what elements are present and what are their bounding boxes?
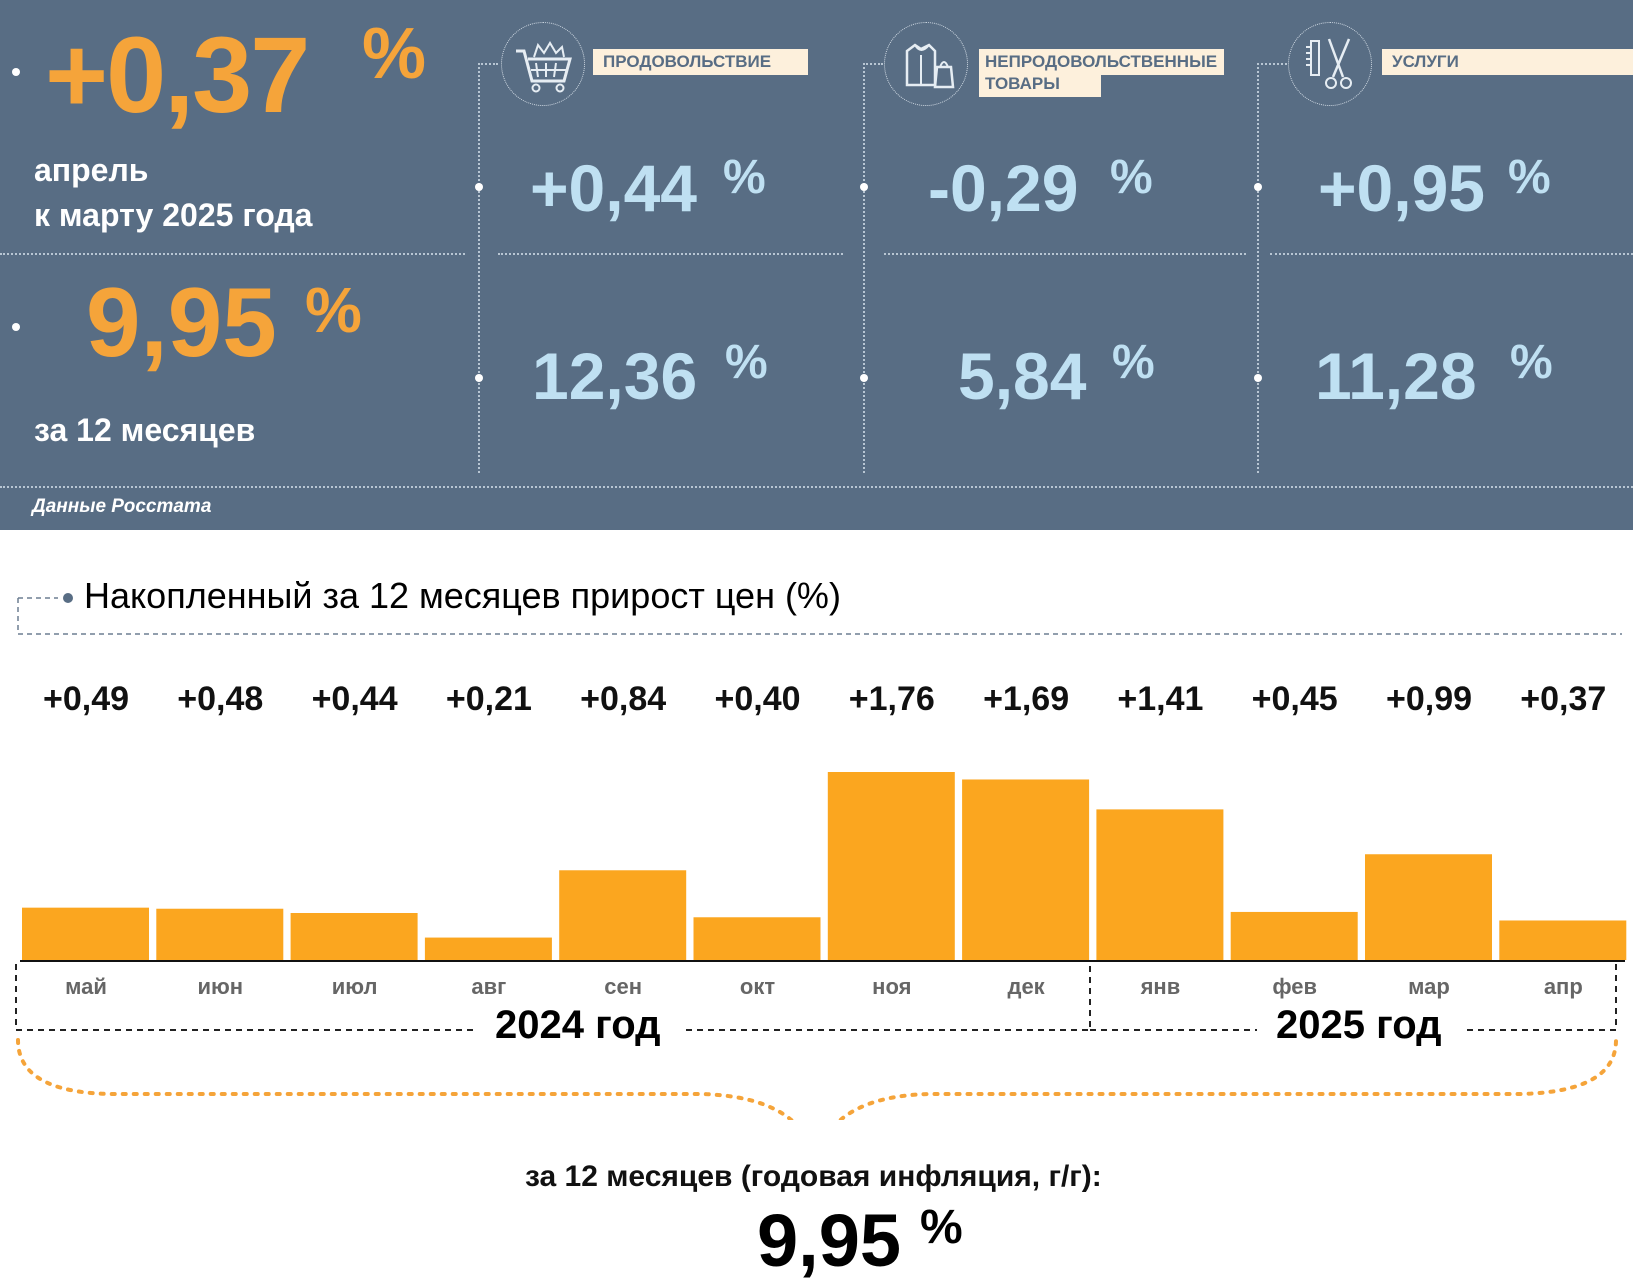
chart-title-connector — [17, 593, 1622, 635]
services-annual-value: 11,28 — [1315, 339, 1477, 413]
pct-sign: % — [1110, 151, 1153, 204]
pct-sign: % — [1508, 151, 1551, 204]
chart-title: Накопленный за 12 месяцев прирост цен (%… — [84, 575, 841, 616]
row-divider — [0, 253, 465, 255]
month-label: май — [65, 974, 107, 999]
year-brackets — [15, 964, 1618, 1120]
value-label: +0,40 — [714, 680, 801, 718]
bar-chart — [20, 772, 1627, 962]
month-label: окт — [739, 974, 776, 999]
month-label: авг — [471, 974, 507, 999]
connector-dot — [860, 183, 868, 191]
month-label: апр — [1543, 974, 1583, 999]
scissors-comb-icon — [1288, 22, 1372, 106]
nonfood-annual-value: 5,84 — [958, 339, 1087, 413]
pct-sign: % — [1112, 336, 1155, 389]
value-label: +0,37 — [1520, 680, 1607, 718]
footer-value: 9,95 — [757, 1199, 902, 1282]
connector-dot — [1254, 374, 1262, 382]
month-label: мар — [1408, 974, 1450, 999]
services-monthly-value: +0,95 — [1318, 151, 1485, 225]
monthly-caption-line2: к марту 2025 года — [34, 197, 313, 233]
month-label: фев — [1272, 974, 1318, 999]
connector-line — [478, 63, 498, 65]
pct-sign: % — [725, 336, 768, 389]
row-divider — [1270, 253, 1633, 255]
value-label: +1,69 — [983, 680, 1070, 718]
footer-pct-sign: % — [920, 1201, 963, 1254]
month-label: сен — [604, 974, 643, 999]
monthly-caption-line1: апрель — [34, 152, 149, 188]
value-label: +0,84 — [580, 680, 667, 718]
category-label-nonfood: НЕПРОДОВОЛЬСТВЕННЫЕ ТОВАРЫ — [979, 49, 1224, 97]
row-divider — [498, 253, 843, 255]
bar-янв — [1096, 809, 1224, 960]
connector-dot — [860, 374, 868, 382]
category-label-text: НЕПРОДОВОЛЬСТВЕННЫЕ — [979, 49, 1224, 75]
food-monthly-value: +0,44 — [530, 151, 697, 225]
connector-dot — [12, 323, 20, 331]
value-label: +0,48 — [177, 680, 264, 718]
pct-sign: % — [723, 151, 766, 204]
connector-dot — [1254, 183, 1262, 191]
column-divider — [478, 63, 480, 473]
row-divider — [884, 253, 1246, 255]
column-divider — [863, 63, 865, 473]
column-divider — [1257, 63, 1259, 473]
connector-dot — [475, 183, 483, 191]
value-label: +1,76 — [848, 680, 935, 718]
value-label: +0,99 — [1385, 680, 1473, 718]
pct-sign: % — [1510, 336, 1553, 389]
category-label-text: ПРОДОВОЛЬСТВИЕ — [603, 52, 772, 71]
bar-дек — [962, 779, 1090, 960]
bar-июн — [156, 908, 284, 960]
connector-dot — [475, 374, 483, 382]
month-label: янв — [1140, 974, 1181, 999]
category-label-text: УСЛУГИ — [1392, 52, 1459, 71]
annual-value: 9,95 — [86, 267, 277, 377]
annual-pct-sign: % — [305, 274, 362, 346]
bar-окт — [693, 917, 821, 960]
category-label-services: УСЛУГИ — [1382, 49, 1633, 75]
data-source: Данные Росстата — [32, 496, 212, 517]
year-label-2024: 2024 год — [495, 1003, 661, 1047]
bar-авг — [424, 937, 552, 960]
category-label-food: ПРОДОВОЛЬСТВИЕ — [593, 49, 808, 75]
connector-dot — [12, 68, 20, 76]
food-annual-value: 12,36 — [532, 339, 698, 413]
summary-panel: +0,37 % апрель к марту 2025 года 9,95 % … — [0, 0, 1633, 530]
value-label: +0,45 — [1251, 680, 1338, 718]
monthly-pct-sign: % — [362, 14, 427, 94]
clothes-bag-icon — [884, 22, 968, 106]
bar-сен — [559, 870, 687, 960]
month-label: ноя — [872, 974, 912, 999]
month-label: дек — [1007, 974, 1045, 999]
bar-июл — [290, 913, 418, 960]
nonfood-monthly-value: -0,29 — [928, 151, 1079, 225]
footer-caption: за 12 месяцев (годовая инфляция, г/г): — [525, 1160, 1102, 1193]
year-label-2025: 2025 год — [1276, 1003, 1442, 1047]
connector-line — [1257, 63, 1287, 65]
shopping-cart-icon — [501, 22, 585, 106]
value-label: +1,41 — [1117, 680, 1204, 718]
connector-line — [863, 63, 883, 65]
category-label-text: ТОВАРЫ — [979, 75, 1101, 97]
bar-май — [22, 907, 149, 960]
monthly-value: +0,37 — [45, 14, 310, 135]
bar-фев — [1230, 911, 1358, 960]
bar-ноя — [827, 772, 955, 960]
bottom-divider — [0, 486, 1633, 488]
annual-caption: за 12 месяцев — [34, 412, 256, 448]
bar-мар — [1365, 854, 1492, 960]
month-label: июл — [331, 974, 378, 999]
month-label: июн — [197, 974, 244, 999]
value-label: +0,21 — [445, 680, 532, 718]
bar-апр — [1499, 920, 1627, 960]
value-label: +0,49 — [42, 680, 130, 718]
value-label: +0,44 — [311, 680, 398, 718]
